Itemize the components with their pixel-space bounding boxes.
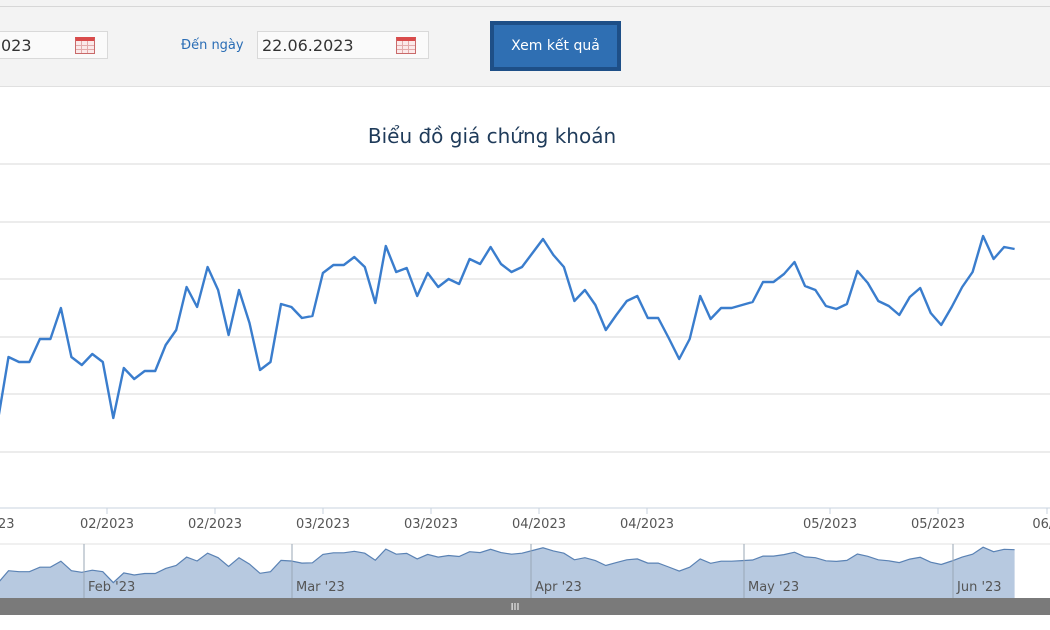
submit-button-frame: Xem kết quả [490,21,621,71]
scrollbar-grip-icon[interactable]: III [511,602,520,613]
bottom-margin [0,615,1050,630]
to-date-field[interactable]: 22.06.2023 [257,31,429,59]
x-tick-label: 06/2 [1032,517,1050,532]
x-tick-label: 05/2023 [911,517,965,532]
from-date-value: 023 [1,36,32,55]
toolbar: 023 Đến ngày 22.06.2023 Xem kết quả [0,0,1050,87]
chart-title: Biểu đồ giá chứng khoán [367,124,617,148]
x-tick-label: 05/2023 [803,517,857,532]
toolbar-divider [0,6,1050,7]
to-date-value: 22.06.2023 [262,36,354,55]
price-series-line [0,234,1015,420]
x-tick-label: 03/2023 [296,517,350,532]
navigator-line [0,546,1015,584]
navigator-month-label: May '23 [748,580,799,595]
x-tick-label: 2023 [0,517,15,532]
to-date-label: Đến ngày [181,38,244,53]
x-tick-label: 02/2023 [80,517,134,532]
navigator-month-label: Jun '23 [956,580,1002,595]
navigator-month-label: Feb '23 [88,580,135,595]
from-date-field[interactable]: 023 [0,31,108,59]
x-tick-label: 04/2023 [620,517,674,532]
x-tick-label: 02/2023 [188,517,242,532]
x-tick-label: 03/2023 [404,517,458,532]
x-tick-label: 04/2023 [512,517,566,532]
navigator-month-label: Apr '23 [535,580,582,595]
submit-button[interactable]: Xem kết quả [494,25,617,67]
calendar-icon[interactable] [75,37,95,54]
calendar-icon[interactable] [396,37,416,54]
navigator-scrollbar[interactable] [0,598,1050,615]
navigator-month-label: Mar '23 [296,580,345,595]
navigator-area [0,547,1015,598]
